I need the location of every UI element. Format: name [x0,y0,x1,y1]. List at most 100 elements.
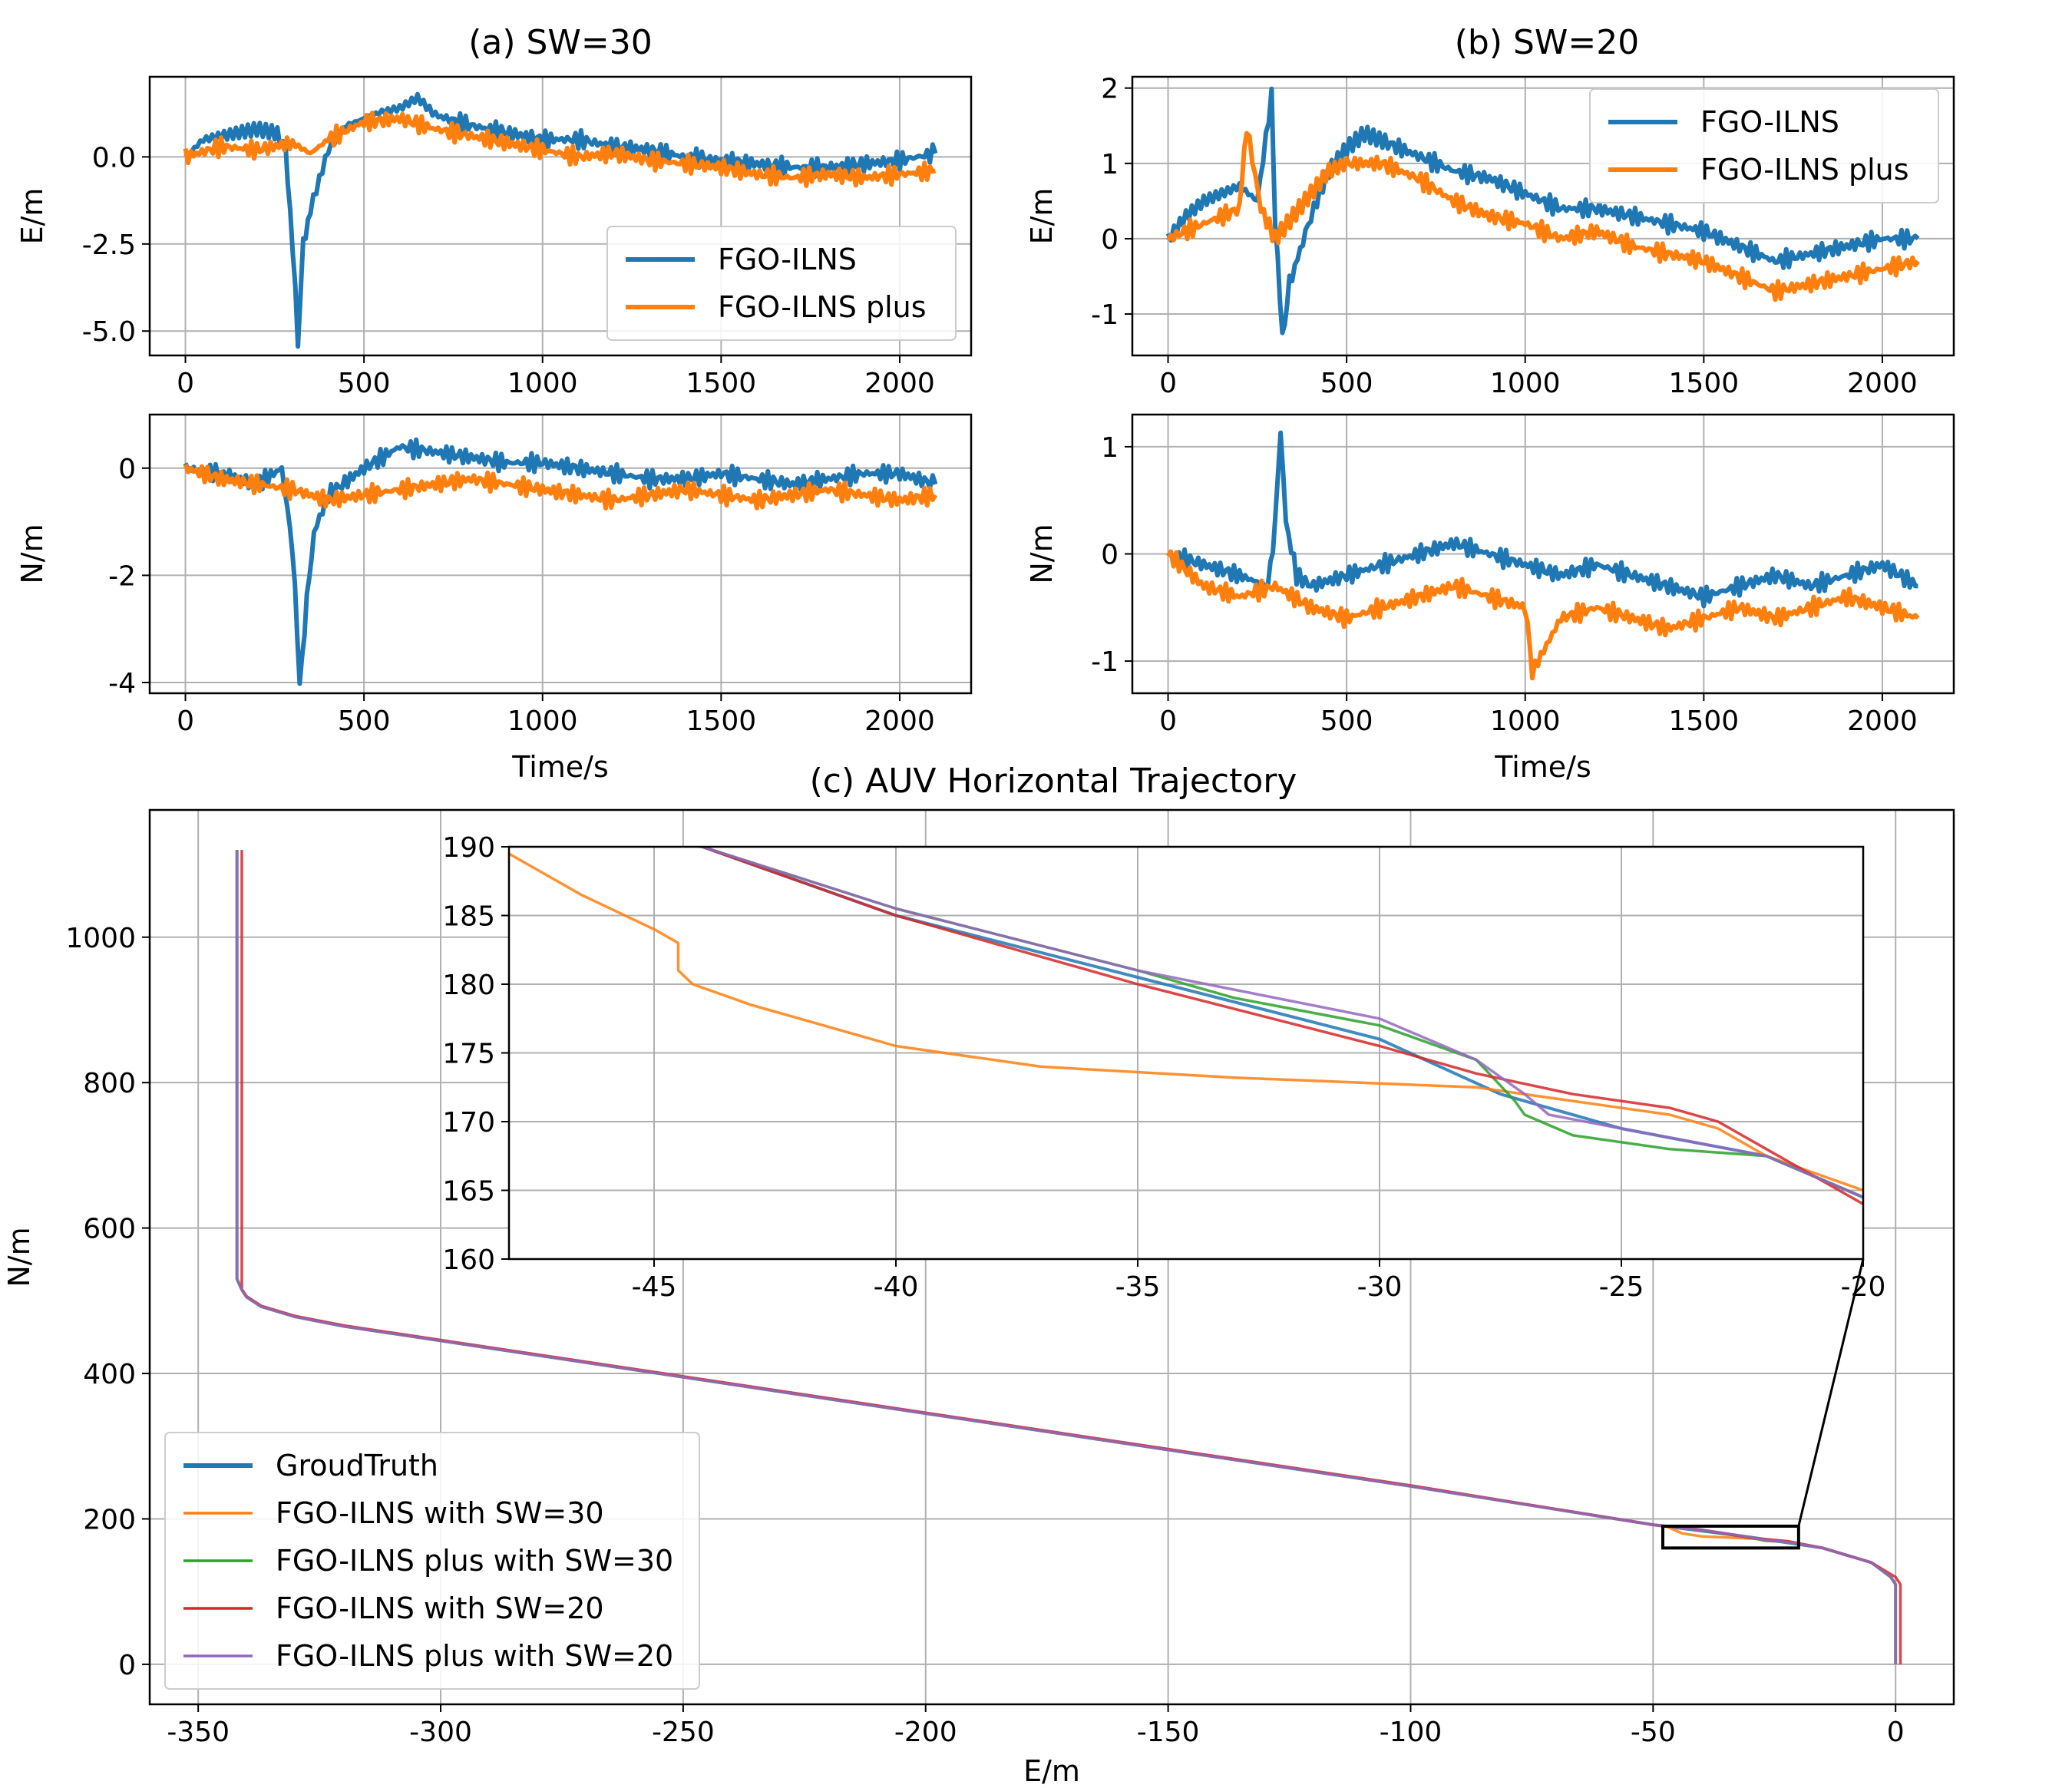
legend-box [164,1432,700,1690]
legend-label: FGO-ILNS plus [1700,153,1909,187]
legend-box [1589,88,1939,203]
legend: FGO-ILNS FGO-ILNS plus [1589,88,1939,203]
y-tick-label: 185 [442,901,495,933]
plots: 0 500 1000 1500 20000.0-2.5-5.0E/mFGO-ILNSFG… [2,74,1955,1788]
x-tick-label: 0 [177,368,194,399]
y-tick-label: 2 [1101,74,1119,105]
x-tick-label: -35 [1115,1271,1161,1303]
y-tick-label: 600 [83,1214,136,1245]
axes-frame [148,808,1955,1706]
legend: FGO-ILNS FGO-ILNS plus [606,226,957,341]
series-line-fgo-ilns-plus [1165,549,1920,681]
x-tick-label: 2000 [864,706,935,737]
zoom-box [1661,1524,1800,1550]
axes-frame [1131,75,1955,357]
y-tick-label: -5.0 [82,316,136,348]
chart-title-c: (c) AUV Horizontal Trajectory [810,762,1297,801]
x-tick-label: 500 [1320,368,1373,399]
y-tick-label: 190 [442,832,495,864]
x-tick-label: -100 [1380,1717,1442,1748]
series-line-fgo-ilns-plus-with-sw-20 [235,850,1897,1664]
y-tick-label: 180 [442,970,495,1001]
legend-label: FGO-ILNS [718,243,857,276]
y-tick-label: 0 [1101,540,1119,571]
x-tick-label: 1000 [507,706,578,737]
x-tick-label: 0 [1159,368,1177,399]
x-tick-label: -250 [652,1717,715,1748]
chart-title-a: (a) SW=30 [468,23,653,62]
legend-label: FGO-ILNS with SW=20 [276,1591,604,1625]
y-tick-label: -1 [1091,299,1119,331]
y-tick-label: 1000 [65,923,136,954]
x-tick-label: 500 [338,706,391,737]
y-tick-label: 1 [1101,149,1119,180]
x-tick-label: 500 [338,368,391,399]
x-tick-label: -25 [1599,1271,1644,1303]
legend-label: FGO-ILNS with SW=30 [276,1496,604,1530]
x-tick-label: 500 [1320,706,1373,737]
axes-frame [148,413,973,695]
y-tick-label: 0 [118,1650,136,1681]
y-axis-label: E/m [1025,188,1059,245]
legend-label: FGO-ILNS plus [718,290,927,324]
chart-a_bottom: 0 500 1000 1500 2000 0 -2 -4 N/m Time/s [15,413,973,784]
y-tick-label: 400 [83,1359,136,1390]
y-tick-label: 1 [1101,432,1119,464]
x-tick-label: 1500 [1669,706,1740,737]
x-tick-label: -40 [874,1271,919,1303]
y-tick-label: 800 [83,1068,136,1099]
x-tick-label: -350 [167,1717,230,1748]
x-tick-label: -30 [1357,1271,1403,1303]
chart-c_inset: -45 -40 -35 -30 -25 -20 190 185 180 175 170 165 160 [442,832,1886,1303]
y-tick-label: 0.0 [92,142,136,174]
axes-frame [1131,413,1955,695]
x-tick-label: 0 [1159,706,1177,737]
legend-label: FGO-ILNS [1700,105,1839,139]
x-tick-label: 0 [1887,1717,1905,1748]
chart-b_bottom: 0 500 1000 1500 2000 1 0 -1 N/m Time/s [1025,413,1955,784]
y-tick-label: -2.5 [82,230,136,261]
series-line-fgo-ilns-plus [183,111,937,188]
series-line-fgo-ilns [183,437,938,686]
x-tick-label: 2000 [864,368,935,399]
series-line-fgo-ilns-with-sw-30 [509,852,1863,1192]
x-tick-label: -150 [1137,1717,1200,1748]
legend: GroudTruth FGO-ILNS with SW=30 FGO-ILNS pl… [164,1432,700,1690]
chart-a_top: 0 500 1000 1500 20000.0-2.5-5.0E/mFGO-ILNSFG… [15,75,973,399]
y-tick-label: -4 [108,668,136,699]
x-tick-label: 1000 [1490,706,1561,737]
y-tick-label: -2 [108,560,136,592]
x-tick-label: 1500 [686,706,757,737]
legend-label: GroudTruth [276,1449,438,1482]
y-tick-label: 165 [442,1176,495,1208]
chart-title-b: (b) SW=20 [1455,23,1640,62]
series-line-fgo-ilns-plus [183,464,938,511]
series-line-fgo-ilns-plus [1165,131,1920,302]
x-axis-label: E/m [1023,1754,1080,1788]
series-line-fgo-ilns [183,91,938,349]
y-axis-label: N/m [15,524,49,583]
y-tick-label: 175 [442,1039,495,1070]
y-tick-label: 0 [1101,224,1119,256]
chart-c_main: -350 -300 -250 -200 -150 -100 -50 0 0 200 400 600 80… [2,808,1955,1788]
x-tick-label: -200 [894,1717,957,1748]
x-tick-label: 0 [177,706,194,737]
y-tick-label: 0 [118,454,136,485]
series-line-fgo-ilns-plus-with-sw-20 [692,847,1863,1199]
x-tick-label: 1000 [507,368,578,399]
x-tick-label: 1000 [1490,368,1561,399]
x-tick-label: 1500 [686,368,757,399]
series-line-fgo-ilns [1165,86,1920,335]
x-tick-label: 2000 [1847,706,1918,737]
x-tick-label: 2000 [1847,368,1918,399]
x-tick-label: 1500 [1669,368,1740,399]
x-tick-label: -20 [1841,1271,1886,1303]
x-tick-label: -300 [409,1717,472,1748]
x-tick-label: -45 [632,1271,677,1303]
axes-frame [148,75,973,357]
legend-label: FGO-ILNS plus with SW=30 [276,1544,673,1578]
x-tick-label: -50 [1631,1717,1676,1748]
legend-box [606,226,957,341]
axes-frame [507,845,1865,1261]
